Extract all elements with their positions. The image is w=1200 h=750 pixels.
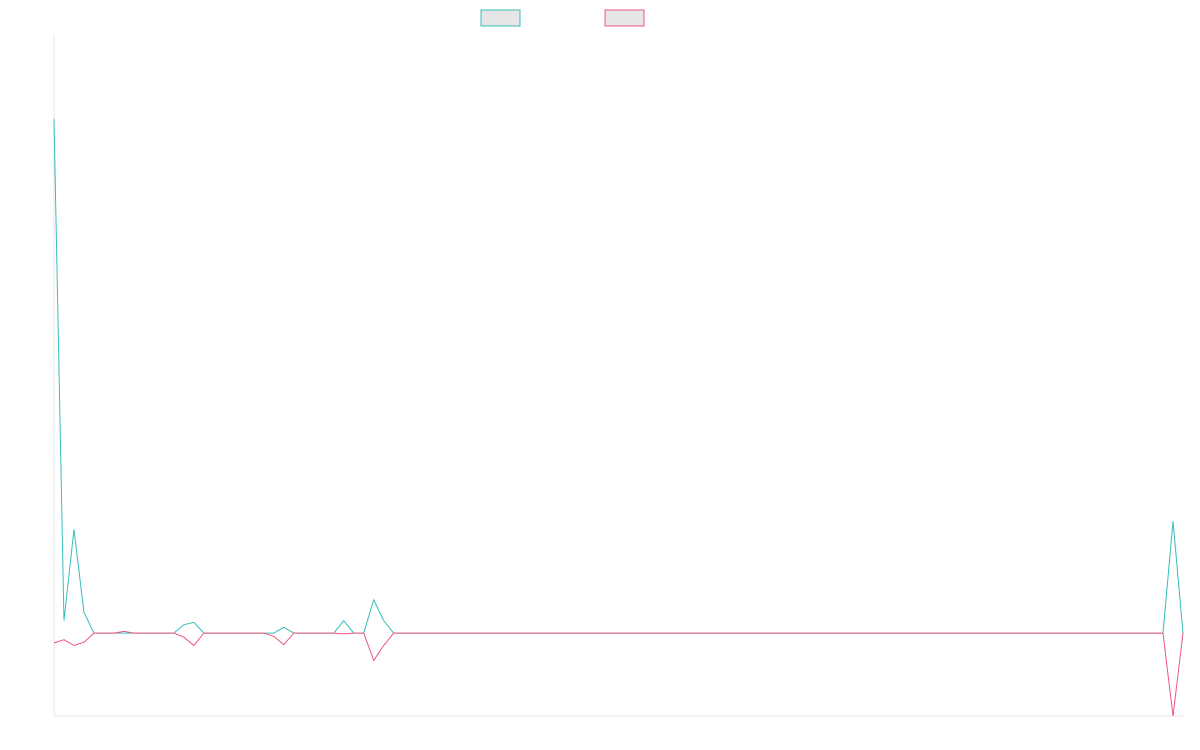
plot-area [53, 118, 1184, 717]
legend-swatch-2[interactable] [604, 9, 645, 27]
chart-legend [480, 9, 645, 27]
series-line-1 [53, 118, 1184, 634]
legend-swatch-1[interactable] [480, 9, 521, 27]
series-line-2 [53, 630, 1184, 717]
chart-axes [53, 36, 1183, 717]
